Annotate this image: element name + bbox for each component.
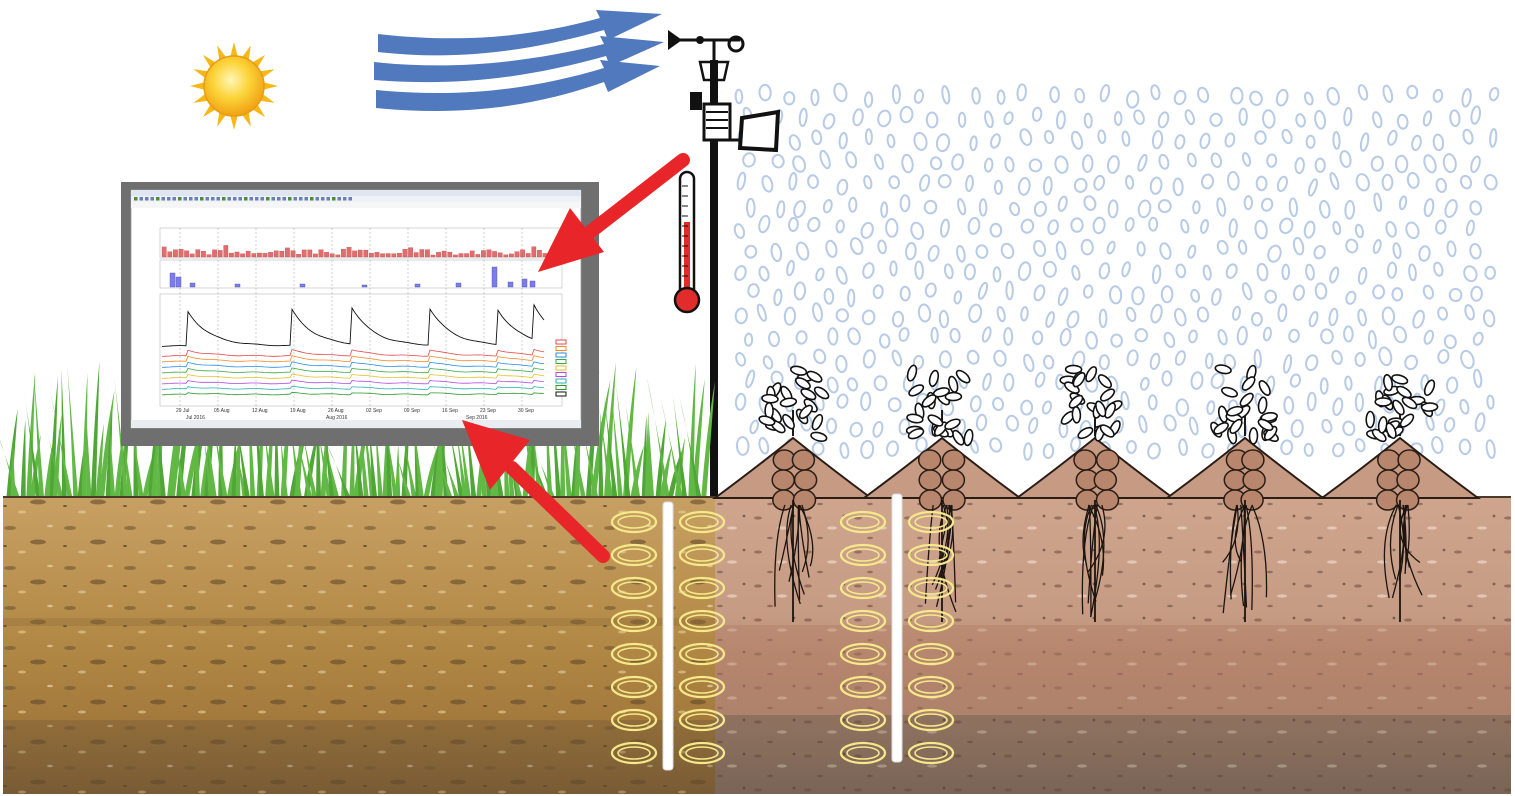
sensor-ring xyxy=(610,642,658,666)
rain-area xyxy=(733,82,1500,461)
arrow-to-chart-from-station xyxy=(538,153,690,272)
sensor-ring xyxy=(907,510,955,534)
sensor-ring xyxy=(839,510,887,534)
x-tick-label: 02 Sep xyxy=(366,408,382,414)
monitor-toolbar xyxy=(134,197,352,201)
sensor-ring xyxy=(678,510,726,534)
sensor-ring xyxy=(839,675,887,699)
x-tick-label: 16 Sep xyxy=(442,408,458,414)
chart-legend xyxy=(555,339,567,397)
crop-plant xyxy=(1163,364,1327,622)
sensor-ring xyxy=(610,675,658,699)
crop-plant xyxy=(1318,373,1482,622)
sensor-ring xyxy=(839,708,887,732)
sensor-ring xyxy=(678,675,726,699)
x-tick-label: 09 Sep xyxy=(404,408,420,414)
sensor-ring xyxy=(678,741,726,765)
x-tick-label: 30 Sep xyxy=(518,408,534,414)
sensor-ring xyxy=(610,510,658,534)
crop-plant xyxy=(1013,364,1177,622)
tube-pipe xyxy=(662,501,674,771)
sensor-ring xyxy=(907,708,955,732)
period-label: Jul 2016 xyxy=(186,415,205,421)
thermometer-icon xyxy=(673,170,701,314)
x-tick-label: 26 Aug xyxy=(328,408,344,414)
chart-panel-2 xyxy=(159,259,563,289)
wind-icon xyxy=(374,10,664,111)
sensor-ring xyxy=(610,576,658,600)
x-tick-label: 12 Aug xyxy=(252,408,268,414)
period-label: Sep 2016 xyxy=(466,415,488,421)
sensor-ring xyxy=(907,576,955,600)
sensor-ring xyxy=(610,609,658,633)
sensor-ring xyxy=(907,741,955,765)
soil-left xyxy=(3,498,715,794)
sensor-ring xyxy=(839,576,887,600)
sensor-ring xyxy=(907,675,955,699)
sensor-ring xyxy=(907,609,955,633)
access-tube xyxy=(610,501,726,771)
sensor-ring xyxy=(678,642,726,666)
sensor-ring xyxy=(907,543,955,567)
crop-plant xyxy=(711,365,875,622)
sensor-ring xyxy=(610,708,658,732)
tube-pipe xyxy=(891,493,903,763)
sensor-ring xyxy=(610,543,658,567)
x-tick-label: 19 Aug xyxy=(290,408,306,414)
x-tick-label: 05 Aug xyxy=(214,408,230,414)
sensor-ring xyxy=(907,642,955,666)
arrow-to-chart-from-sensors xyxy=(462,420,610,563)
x-tick-label: 23 Sep xyxy=(480,408,496,414)
access-tubes xyxy=(610,493,955,771)
x-tick-label: 29 Jul xyxy=(176,408,189,414)
sensor-ring xyxy=(678,576,726,600)
sensor-ring xyxy=(839,642,887,666)
sensor-ring xyxy=(610,741,658,765)
monitor-chart xyxy=(161,228,553,406)
sensor-ring xyxy=(678,708,726,732)
sensor-ring xyxy=(839,741,887,765)
sun-icon xyxy=(190,42,278,130)
crop-rows xyxy=(711,364,1482,622)
sensor-ring xyxy=(678,609,726,633)
sensor-ring xyxy=(678,543,726,567)
chart-panel-3 xyxy=(159,293,563,407)
chart-x-ticks: 29 Jul 05 Aug 12 Aug 19 Aug 26 Aug 02 Sep 09 S… xyxy=(176,408,534,421)
sensor-ring xyxy=(839,543,887,567)
period-label: Aug 2016 xyxy=(326,415,348,421)
sensor-ring xyxy=(839,609,887,633)
data-monitor: 29 Jul 05 Aug 12 Aug 19 Aug 26 Aug 02 Sep 09 S… xyxy=(121,182,599,446)
soil-right xyxy=(715,498,1511,794)
access-tube xyxy=(839,493,955,765)
crop-plant xyxy=(860,364,1024,622)
weather-station-icon xyxy=(668,30,781,500)
